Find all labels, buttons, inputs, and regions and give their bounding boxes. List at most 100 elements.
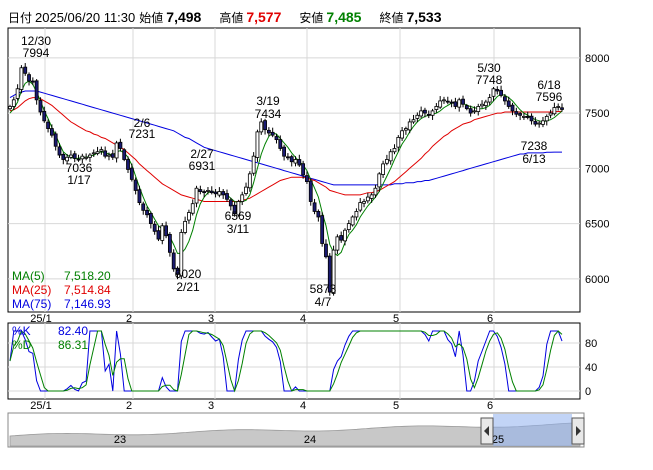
candle-body: [95, 151, 100, 154]
candle-body: [198, 189, 203, 192]
stoch-d-line: [9, 330, 563, 393]
candle-body: [286, 156, 290, 159]
candle-body: [91, 152, 96, 155]
open-value: 7,498: [166, 9, 202, 25]
candle-body: [384, 159, 389, 164]
candle-body: [415, 114, 420, 119]
candle-body: [137, 189, 142, 203]
legend-ma25-value: 7,514.84: [64, 283, 111, 297]
x-tick-label: 3: [208, 313, 214, 325]
candle-body: [430, 110, 435, 116]
y-tick-label: 6000: [585, 274, 609, 286]
annotation-date: 6/18: [537, 78, 561, 92]
stoch-y-tick-label: 0: [585, 386, 591, 398]
candle-body: [282, 146, 286, 157]
close-label: 終値: [379, 11, 404, 25]
x-tick-label: 2: [126, 400, 132, 412]
candle-body: [46, 121, 50, 129]
candle-body: [388, 151, 393, 162]
candle-body: [411, 119, 416, 123]
candle-body: [396, 137, 401, 148]
navigator-handle-right[interactable]: [571, 417, 585, 445]
annotation-value: 6931: [189, 159, 216, 173]
annotation-value: 7596: [536, 90, 563, 104]
candle-body: [209, 190, 214, 194]
candle-body: [206, 190, 210, 192]
candle-body: [544, 116, 549, 122]
candle-body: [392, 148, 397, 153]
candle-body: [327, 255, 332, 293]
legend-d-value: 86.31: [58, 338, 88, 352]
candle-body: [312, 202, 317, 212]
candle-body: [118, 141, 123, 149]
candle-body: [434, 106, 439, 110]
annotation-date: 4/7: [315, 295, 332, 309]
y-tick-label: 8000: [585, 53, 609, 65]
candle-body: [483, 101, 488, 106]
ma5-line: [9, 80, 563, 257]
candle-body: [19, 67, 24, 90]
annotation-date: 2/6: [134, 116, 151, 130]
stoch-y-tick-label: 80: [585, 338, 597, 350]
navigator-year-label: 23: [114, 434, 126, 446]
stoch-k-line: [9, 330, 563, 392]
legend-ma5-name: MA(5): [12, 269, 45, 283]
candle-body: [324, 243, 328, 258]
candle-body: [468, 108, 473, 114]
annotation-date: 2/27: [190, 147, 214, 161]
candle-body: [183, 220, 188, 233]
candle-body: [202, 191, 207, 194]
candle-body: [407, 121, 412, 131]
annotation-date: 5/30: [477, 61, 501, 75]
candle-body: [491, 88, 496, 97]
annotation-date: 3/19: [256, 94, 280, 108]
moving-average-lines: [9, 80, 563, 257]
candle-body: [358, 202, 363, 211]
legend-ma25-name: MA(25): [12, 283, 51, 297]
candle-body: [514, 111, 519, 115]
stochastic-lines: [9, 330, 563, 393]
candle-body: [76, 158, 81, 161]
legend-k-value: 82.40: [58, 324, 88, 338]
navigator-handle-left[interactable]: [480, 417, 494, 445]
candle-body: [8, 106, 12, 110]
candle-body: [270, 131, 275, 136]
candles: [8, 63, 564, 296]
candle-body: [69, 154, 73, 158]
candle-body: [556, 106, 561, 108]
high-label: 高値: [219, 11, 244, 25]
candle-body: [301, 163, 306, 176]
candle-body: [502, 96, 507, 102]
candle-body: [141, 203, 146, 211]
candle-body: [331, 249, 336, 294]
x-tick-label: 6: [487, 313, 493, 325]
candle-body: [84, 156, 89, 159]
candle-body: [506, 100, 511, 107]
candle-body: [400, 130, 405, 139]
candle-body: [445, 100, 450, 103]
legend-ma5-value: 7,518.20: [64, 269, 111, 283]
candle-body: [99, 149, 104, 152]
candle-body: [480, 103, 484, 107]
x-tick-label: 25/1: [30, 313, 51, 325]
close-value: 7,533: [406, 9, 442, 25]
annotation-date: 6/13: [522, 152, 546, 166]
candle-body: [133, 179, 138, 191]
candle-body: [297, 159, 302, 166]
candle-body: [171, 252, 176, 270]
chevron-right-icon: [576, 426, 581, 436]
chevron-left-icon: [484, 426, 489, 436]
candle-body: [88, 154, 92, 158]
candle-body: [129, 167, 134, 180]
candle-body: [42, 110, 47, 122]
candle-body: [80, 155, 85, 160]
candle-body: [464, 105, 469, 110]
candle-body: [548, 112, 553, 116]
price-grid: [8, 28, 580, 312]
candle-body: [11, 99, 16, 107]
candle-body: [61, 154, 66, 160]
candle-body: [217, 191, 222, 196]
legend-ma75-value: 7,146.93: [64, 297, 111, 311]
candle-body: [510, 104, 515, 112]
